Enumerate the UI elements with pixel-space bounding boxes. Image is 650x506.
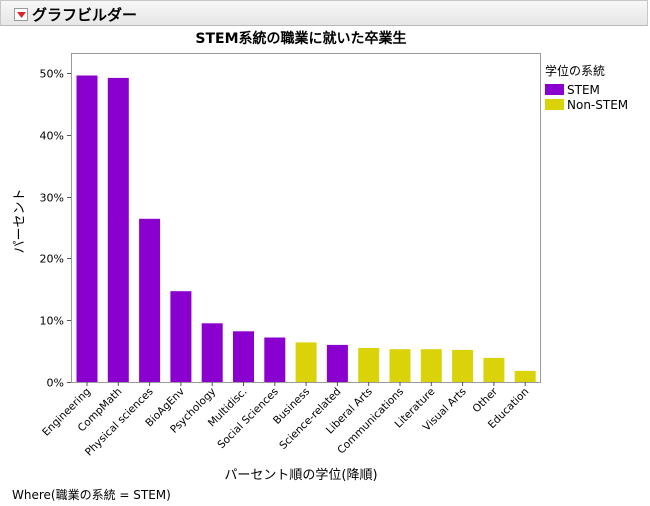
bar-liberal-arts — [358, 348, 380, 382]
legend-label-stem: STEM — [567, 83, 600, 97]
y-tick-label: 10% — [40, 315, 64, 328]
y-tick-label: 30% — [40, 192, 64, 205]
x-tick-label: Other — [470, 385, 500, 415]
legend-item-non-stem[interactable]: Non-STEM — [545, 98, 628, 112]
bar-education — [514, 370, 536, 382]
bar-visual-arts — [452, 349, 474, 382]
legend-title: 学位の系統 — [545, 64, 606, 78]
legend-item-stem[interactable]: STEM — [545, 83, 600, 97]
bar-business — [295, 342, 317, 382]
bar-engineering — [76, 75, 98, 382]
chart-title: STEM系統の職業に就いた卒業生 — [195, 31, 407, 47]
y-tick-label: 40% — [40, 130, 64, 143]
bar-physical-sciences — [139, 218, 161, 382]
where-clause: Where(職業の系統 = STEM) — [12, 488, 171, 502]
y-tick-label: 50% — [40, 68, 64, 81]
legend-label-non-stem: Non-STEM — [567, 98, 629, 112]
graph-builder-title: グラフビルダー — [32, 6, 138, 24]
y-tick-label: 20% — [40, 253, 64, 266]
bar-communications — [389, 349, 411, 382]
bar-science-related — [326, 344, 348, 382]
y-tick-label: 0% — [47, 377, 64, 390]
x-axis-label: パーセント順の学位(降順) — [224, 468, 378, 483]
bar-multidisc- — [233, 331, 254, 382]
bar-other — [483, 357, 505, 382]
legend-swatch-non-stem — [545, 99, 564, 110]
bar-psychology — [201, 323, 223, 382]
legend-swatch-stem — [545, 84, 564, 95]
bar-social-sciences — [264, 337, 286, 382]
bar-bioagenv — [170, 291, 192, 382]
y-axis-label: パーセント — [12, 188, 28, 254]
graph-builder-header: グラフビルダー — [0, 0, 648, 26]
bar-compmath — [107, 77, 129, 383]
red-triangle-menu-icon[interactable] — [14, 8, 28, 21]
bar-literature — [420, 349, 442, 382]
